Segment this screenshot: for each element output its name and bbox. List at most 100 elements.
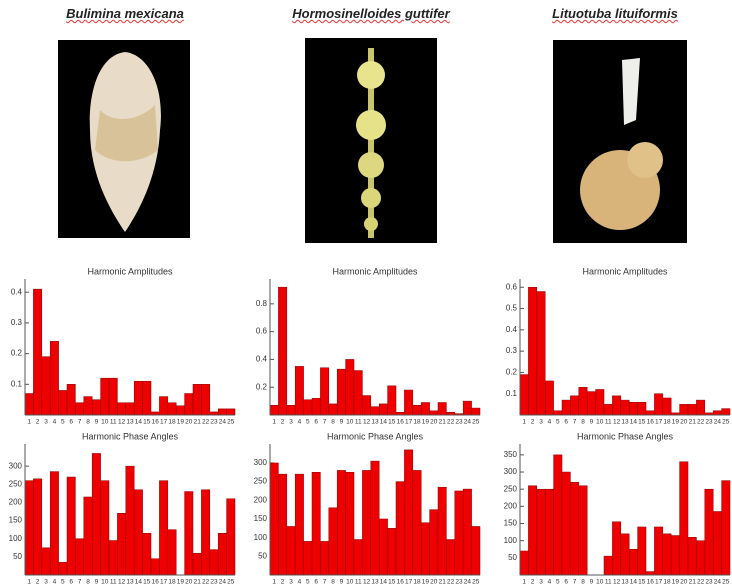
bar xyxy=(462,488,472,576)
x-tick-label: 11 xyxy=(605,419,612,426)
chart-title: Harmonic Phase Angles xyxy=(577,431,674,441)
x-tick-label: 24 xyxy=(464,419,472,426)
bar xyxy=(662,533,672,576)
bar xyxy=(175,405,185,416)
bar xyxy=(628,549,638,576)
bar xyxy=(100,480,110,576)
x-tick-label: 25 xyxy=(722,579,730,586)
bar xyxy=(378,518,388,576)
x-tick-label: 20 xyxy=(680,419,688,426)
x-tick-label: 8 xyxy=(331,419,335,426)
bar xyxy=(637,526,647,576)
photo xyxy=(305,38,437,243)
bar xyxy=(620,399,630,416)
x-tick-label: 23 xyxy=(455,579,463,586)
chart-title: Harmonic Amplitudes xyxy=(332,266,418,276)
x-tick-label: 7 xyxy=(78,579,82,586)
bar xyxy=(294,473,304,576)
chart-title: Harmonic Amplitudes xyxy=(87,266,173,276)
x-tick-label: 5 xyxy=(556,579,560,586)
x-tick-label: 7 xyxy=(573,579,577,586)
bar xyxy=(420,522,430,576)
x-tick-label: 22 xyxy=(447,419,455,426)
x-tick-label: 17 xyxy=(655,419,663,426)
x-tick-label: 8 xyxy=(581,579,585,586)
x-tick-label: 14 xyxy=(630,419,638,426)
bar xyxy=(721,480,731,576)
x-tick-label: 21 xyxy=(439,579,447,586)
x-tick-label: 18 xyxy=(413,579,421,586)
x-tick-label: 21 xyxy=(194,579,202,586)
bar xyxy=(603,404,613,416)
bar xyxy=(561,471,571,576)
x-tick-label: 16 xyxy=(397,579,405,586)
bar xyxy=(404,449,414,576)
bar xyxy=(446,539,456,576)
x-tick-label: 4 xyxy=(548,579,552,586)
bar xyxy=(345,359,355,416)
bar xyxy=(687,404,697,416)
bar xyxy=(320,367,330,416)
y-tick-label: 300 xyxy=(254,458,268,467)
bar xyxy=(192,552,202,576)
y-tick-label: 0.6 xyxy=(256,327,268,336)
x-tick-label: 7 xyxy=(323,419,327,426)
x-tick-label: 23 xyxy=(210,419,218,426)
x-tick-label: 11 xyxy=(110,579,117,586)
bar xyxy=(75,538,85,576)
y-tick-label: 0.8 xyxy=(256,299,268,308)
x-tick-label: 12 xyxy=(363,579,371,586)
x-tick-label: 6 xyxy=(314,579,318,586)
x-tick-label: 8 xyxy=(86,419,90,426)
bar xyxy=(209,549,219,576)
bar xyxy=(578,485,588,576)
x-tick-label: 7 xyxy=(323,579,327,586)
x-tick-label: 3 xyxy=(289,579,293,586)
x-tick-label: 4 xyxy=(53,419,57,426)
y-tick-label: 50 xyxy=(13,552,22,561)
x-tick-label: 5 xyxy=(61,419,65,426)
x-tick-label: 18 xyxy=(413,419,421,426)
x-tick-label: 4 xyxy=(298,579,302,586)
bar xyxy=(670,535,680,576)
x-tick-label: 14 xyxy=(135,419,143,426)
x-tick-label: 22 xyxy=(202,579,210,586)
bar xyxy=(286,405,296,416)
x-tick-label: 2 xyxy=(36,419,40,426)
x-tick-label: 1 xyxy=(27,579,31,586)
x-tick-label: 19 xyxy=(177,579,185,586)
x-tick-label: 2 xyxy=(531,579,535,586)
bar xyxy=(75,402,85,416)
x-tick-label: 15 xyxy=(143,419,151,426)
x-tick-label: 8 xyxy=(86,579,90,586)
x-tick-label: 17 xyxy=(655,579,663,586)
x-tick-label: 5 xyxy=(61,579,65,586)
bar xyxy=(269,405,279,416)
bar xyxy=(654,526,664,576)
x-tick-label: 11 xyxy=(605,579,612,586)
x-tick-label: 9 xyxy=(340,579,344,586)
bar xyxy=(142,533,152,576)
bar xyxy=(429,509,439,576)
bar xyxy=(41,356,51,416)
bar xyxy=(412,470,422,576)
x-tick-label: 2 xyxy=(281,419,285,426)
bar xyxy=(345,472,355,576)
bar xyxy=(595,389,605,416)
y-tick-label: 150 xyxy=(9,516,23,525)
bar xyxy=(24,393,34,416)
x-tick-label: 6 xyxy=(564,419,568,426)
bar xyxy=(570,395,580,416)
x-tick-label: 10 xyxy=(101,419,109,426)
x-tick-label: 17 xyxy=(160,419,168,426)
bar xyxy=(454,490,464,576)
x-tick-label: 2 xyxy=(36,579,40,586)
bar xyxy=(184,491,194,576)
x-tick-label: 3 xyxy=(289,419,293,426)
x-tick-label: 14 xyxy=(380,579,388,586)
bar xyxy=(553,410,563,416)
x-tick-label: 3 xyxy=(44,419,48,426)
bar xyxy=(645,410,655,416)
y-tick-label: 100 xyxy=(504,536,518,545)
bar xyxy=(536,488,546,576)
